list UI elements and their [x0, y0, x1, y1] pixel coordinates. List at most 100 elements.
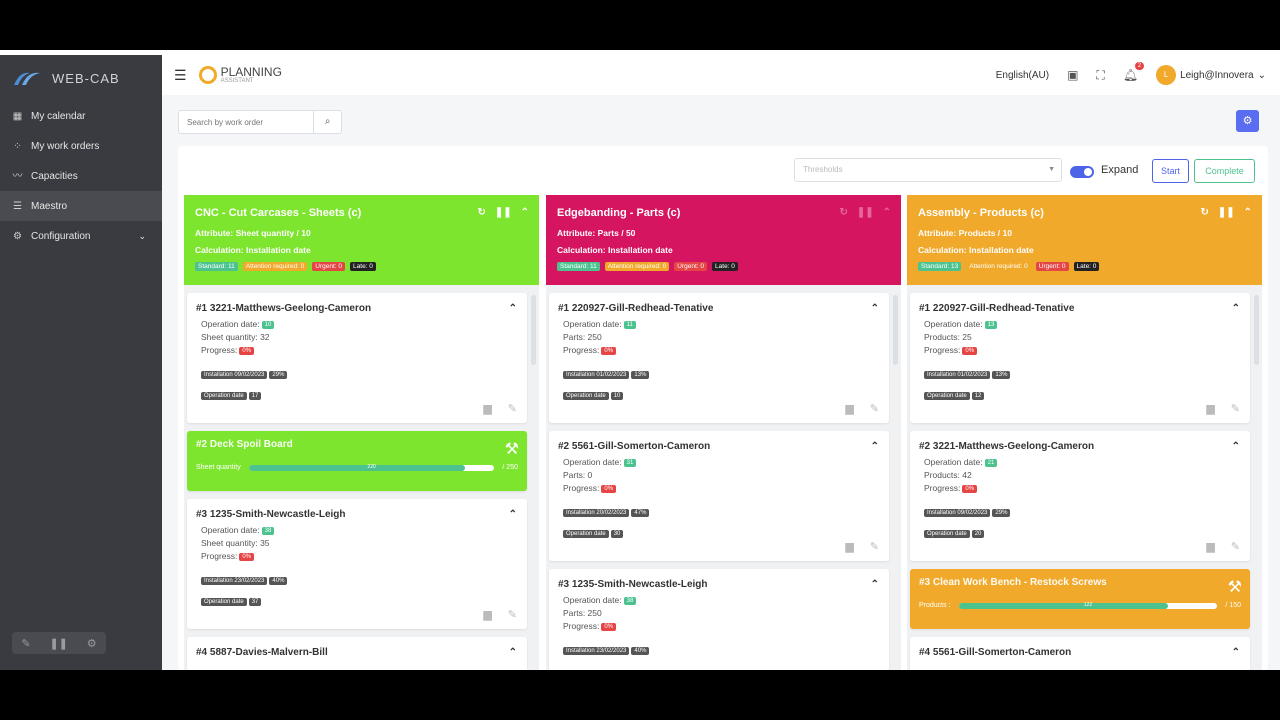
edit-icon[interactable]: ✎	[1230, 403, 1240, 415]
tools-icon: ⚒	[504, 441, 519, 458]
progress-label: Progress:	[924, 483, 961, 493]
chevron-up-icon[interactable]: ⌃	[508, 303, 517, 314]
edit-icon[interactable]: ✎	[507, 403, 517, 415]
settings-icon[interactable]: ⚙	[86, 637, 97, 650]
start-button[interactable]: Start	[1152, 159, 1189, 183]
work-order-card[interactable]: #1 220927-Gill-Redhead-Tenative ⌃ Operat…	[910, 293, 1250, 423]
progress-value: 0%	[239, 346, 255, 355]
progress-label: Progress:	[201, 551, 238, 561]
edit-icon[interactable]: ✎	[21, 637, 31, 650]
installation-tag: Installation 09/02/2023	[924, 509, 991, 517]
pause-icon[interactable]: ❚❚	[1217, 207, 1235, 218]
chevron-up-icon[interactable]: ⌃	[870, 303, 879, 314]
chevron-up-icon[interactable]: ⌃	[882, 207, 891, 218]
complete-button[interactable]: Complete	[1194, 159, 1255, 183]
column-scrollbar[interactable]	[893, 295, 898, 365]
user-menu[interactable]: L Leigh@Innovera ⌄	[1156, 65, 1266, 85]
column-header: Edgebanding - Parts (c) ↻ ❚❚ ⌃ Attribute…	[546, 195, 901, 285]
chevron-up-icon[interactable]: ⌃	[1231, 441, 1240, 452]
sidebar-item-label: Capacities	[31, 170, 78, 182]
edit-icon[interactable]: ✎	[1230, 541, 1240, 553]
expand-toggle[interactable]	[1070, 166, 1094, 178]
settings-button[interactable]: ⚙	[1236, 110, 1259, 132]
quantity-line: Products: 25	[924, 332, 972, 342]
note-icon[interactable]: ▆	[845, 403, 854, 415]
chevron-up-icon[interactable]: ⌃	[1243, 207, 1252, 218]
bar-max: / 250	[502, 464, 518, 471]
work-order-card[interactable]: #4 5887-Davies-Malvern-Bill ⌃	[187, 637, 527, 670]
search-icon[interactable]: ⌕	[313, 111, 341, 133]
bar-max: / 150	[1225, 602, 1241, 609]
status-badge-urgent: Urgent: 0	[674, 262, 708, 271]
pause-icon[interactable]: ❚❚	[494, 207, 512, 218]
edit-icon[interactable]: ✎	[507, 609, 517, 621]
edit-icon[interactable]: ✎	[869, 403, 879, 415]
chevron-up-icon[interactable]: ⌃	[1231, 647, 1240, 658]
refresh-icon[interactable]: ↻	[1200, 207, 1209, 218]
sidebar-item-maestro[interactable]: ☰ Maestro	[0, 191, 162, 221]
pause-icon[interactable]: ❚❚	[856, 207, 874, 218]
bell-icon[interactable]: 🔔︎ 2	[1123, 62, 1145, 82]
app-window: WEB-CAB ▦ My calendar ⁘ My work orders 〰…	[0, 50, 1280, 670]
search-input[interactable]	[179, 111, 314, 133]
installation-tag: Installation 01/02/2023	[924, 371, 991, 379]
installation-tag: Installation 23/02/2023	[201, 577, 268, 585]
sidebar-item-my-calendar[interactable]: ▦ My calendar	[0, 101, 162, 131]
note-icon[interactable]: ▆	[845, 541, 854, 553]
language-selector[interactable]: English(AU)	[995, 69, 1050, 81]
chart-icon: 〰	[12, 170, 23, 182]
sidebar-item-capacities[interactable]: 〰 Capacities	[0, 161, 162, 191]
refresh-icon[interactable]: ↻	[839, 207, 848, 218]
pause-icon[interactable]: ❚❚	[49, 637, 68, 650]
column-scrollbar[interactable]	[1254, 295, 1259, 365]
note-icon[interactable]: ▆	[1206, 403, 1215, 415]
progress-bar-fill	[958, 602, 1169, 609]
installation-tag: Installation 01/02/2023	[563, 371, 630, 379]
refresh-icon[interactable]: ↻	[477, 207, 486, 218]
qr-code-icon[interactable]: ▣	[1067, 68, 1079, 82]
work-order-card[interactable]: #2 3221-Matthews-Geelong-Cameron ⌃ Opera…	[910, 431, 1250, 561]
operation-date-value: 11	[623, 320, 636, 329]
chevron-up-icon[interactable]: ⌃	[870, 579, 879, 590]
task-card[interactable]: #3 Clean Work Bench - Restock Screws ⚒ P…	[910, 569, 1250, 629]
operation-tag-value: 12	[971, 392, 985, 400]
brand-logo[interactable]: WEB-CAB	[0, 55, 162, 101]
edit-icon[interactable]: ✎	[869, 541, 879, 553]
fullscreen-icon[interactable]: ⛶	[1096, 67, 1105, 82]
quantity-line: Parts: 250	[563, 608, 602, 618]
installation-tag: Installation 20/02/2023	[563, 509, 630, 517]
chevron-up-icon[interactable]: ⌃	[870, 441, 879, 452]
work-order-card[interactable]: #3 1235-Smith-Newcastle-Leigh ⌃ Operatio…	[187, 499, 527, 629]
work-order-card[interactable]: #3 1235-Smith-Newcastle-Leigh ⌃ Operatio…	[549, 569, 889, 670]
work-order-card[interactable]: #1 220927-Gill-Redhead-Tenative ⌃ Operat…	[549, 293, 889, 423]
chevron-up-icon[interactable]: ⌃	[1231, 303, 1240, 314]
progress-label: Progress:	[563, 621, 600, 631]
sidebar-item-configuration[interactable]: ⚙ Configuration ⌄	[0, 221, 162, 251]
note-icon[interactable]: ▆	[483, 609, 492, 621]
note-icon[interactable]: ▆	[1206, 541, 1215, 553]
task-card[interactable]: #2 Deck Spoil Board ⚒ Sheet quantity 220…	[187, 431, 527, 491]
list-icon: ☰	[13, 200, 22, 212]
column-header: Assembly - Products (c) ↻ ❚❚ ⌃ Attribute…	[907, 195, 1262, 285]
status-badge-attention: Attention required: 0	[966, 262, 1031, 271]
sidebar-item-label: My calendar	[31, 110, 86, 122]
operation-date-label: Operation date:	[563, 595, 622, 605]
chevron-up-icon[interactable]: ⌃	[520, 207, 529, 218]
sidebar-item-my-work-orders[interactable]: ⁘ My work orders	[0, 131, 162, 161]
menu-icon[interactable]: ☰	[174, 66, 187, 83]
column-scrollbar[interactable]	[531, 295, 536, 365]
work-order-card[interactable]: #4 5561-Gill-Somerton-Cameron ⌃	[910, 637, 1250, 670]
work-order-card[interactable]: #2 5561-Gill-Somerton-Cameron ⌃ Operatio…	[549, 431, 889, 561]
note-icon[interactable]: ▆	[483, 403, 492, 415]
column-calculation: Calculation: Installation date	[557, 245, 673, 255]
column-calculation: Calculation: Installation date	[918, 245, 1034, 255]
status-badge-attention: Attention required: 0	[604, 262, 670, 271]
thresholds-select[interactable]: Thresholds ▼	[794, 158, 1062, 182]
operation-date-value: 31	[623, 458, 637, 467]
card-title: #1 3221-Matthews-Geelong-Cameron	[196, 303, 372, 314]
app-title: PLANNING	[220, 64, 282, 79]
chevron-up-icon[interactable]: ⌃	[508, 647, 517, 658]
operation-tag-value: 30	[610, 530, 624, 538]
chevron-up-icon[interactable]: ⌃	[508, 509, 517, 520]
work-order-card[interactable]: #1 3221-Matthews-Geelong-Cameron ⌃ Opera…	[187, 293, 527, 423]
